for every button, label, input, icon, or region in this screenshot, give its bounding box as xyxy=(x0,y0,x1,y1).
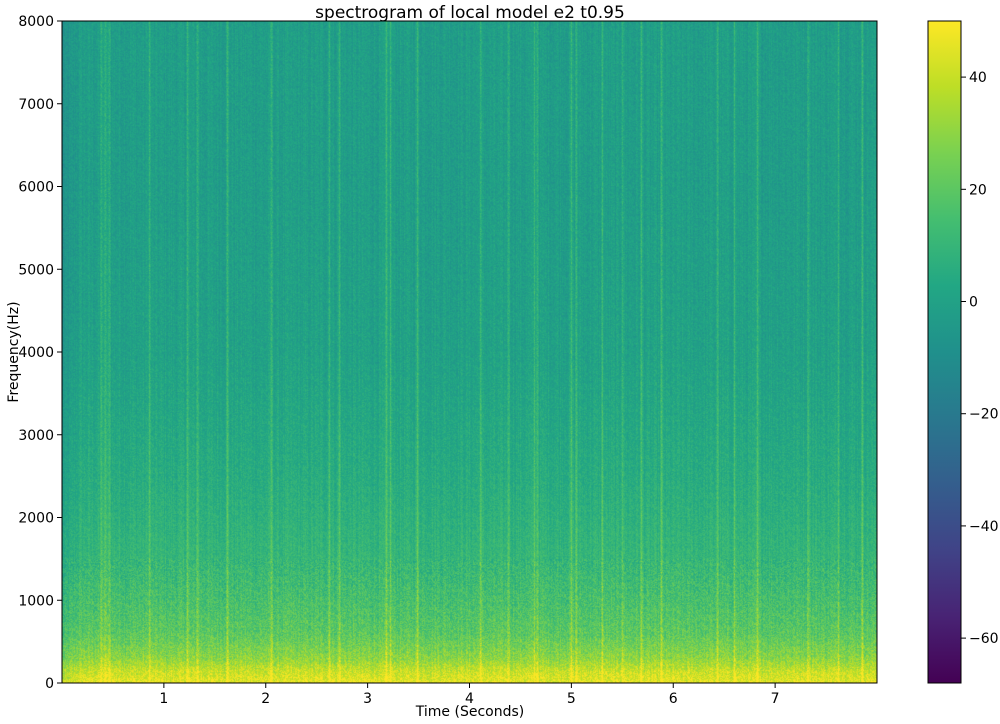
colorbar-tick-label: 20 xyxy=(969,182,987,198)
x-tick-label: 6 xyxy=(669,691,678,707)
chart-title: spectrogram of local model e2 t0.95 xyxy=(315,3,625,23)
x-tick-label: 7 xyxy=(771,691,780,707)
y-tick-label: 7000 xyxy=(18,97,54,113)
x-tick-label: 1 xyxy=(159,691,168,707)
x-axis-label: Time (Seconds) xyxy=(415,704,524,720)
x-tick-label: 3 xyxy=(363,691,372,707)
y-tick-label: 3000 xyxy=(18,428,54,444)
colorbar-tick-label: 40 xyxy=(969,70,987,86)
x-axis-ticks: 1 2 3 4 5 6 7 xyxy=(159,683,780,707)
y-tick-label: 4000 xyxy=(18,345,54,361)
colorbar: −60 −40 −20 0 20 40 xyxy=(927,20,999,684)
colorbar-tick-label: 0 xyxy=(969,295,978,311)
colorbar-fill xyxy=(928,21,961,683)
plot-area: 1 2 3 4 5 6 7 0 1000 2000 3000 4000 5000 6000 7000 800… xyxy=(6,14,878,720)
y-axis-ticks: 0 1000 2000 3000 4000 5000 6000 7000 8000 xyxy=(18,14,62,692)
y-tick-label: 5000 xyxy=(18,262,54,278)
y-tick-label: 0 xyxy=(45,676,54,692)
colorbar-tick-label: −60 xyxy=(969,631,999,647)
x-tick-label: 5 xyxy=(567,691,576,707)
y-tick-label: 1000 xyxy=(18,593,54,609)
colorbar-tick-label: −40 xyxy=(969,519,999,535)
y-axis-label: Frequency(Hz) xyxy=(6,301,22,402)
x-tick-label: 2 xyxy=(261,691,270,707)
y-tick-label: 8000 xyxy=(18,14,54,30)
x-tick-label: 4 xyxy=(465,691,474,707)
y-tick-label: 6000 xyxy=(18,180,54,196)
spectrogram-image xyxy=(62,21,877,683)
y-tick-label: 2000 xyxy=(18,511,54,527)
colorbar-ticks: −60 −40 −20 0 20 40 xyxy=(961,70,999,647)
colorbar-tick-label: −20 xyxy=(969,407,999,423)
colorbar-frame xyxy=(927,20,962,684)
